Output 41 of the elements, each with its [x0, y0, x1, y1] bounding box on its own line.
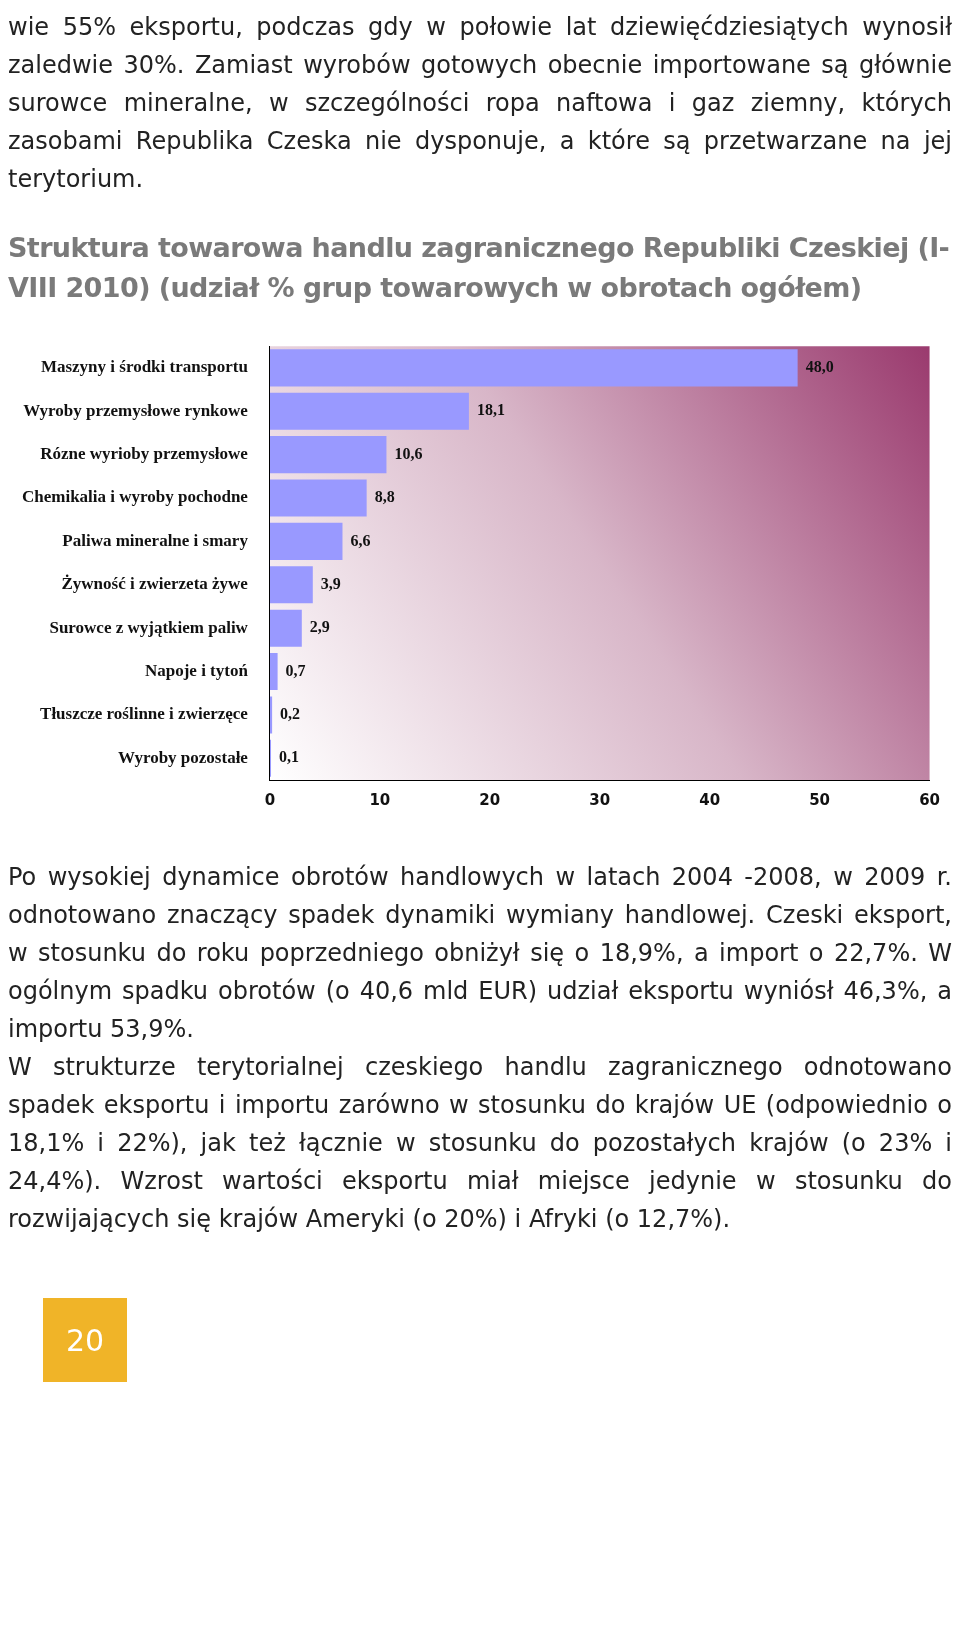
data-label: 0,2: [280, 705, 301, 723]
y-tick-label: Wyroby pozostałe: [118, 747, 249, 767]
x-tick-label: 20: [479, 790, 501, 809]
text: wie 55% eksportu, podczas gdy w połowie lat dziewięćdziesiątych wynosił zaledwie 30%. Zamiast wyrobów gotowych obecnie importowane są głównie surowce mineralne, w szczególności ropa naftowa i gaz ziemny, których zasobami Republika Czeska nie dysponuje, a które są przetwarzane na jej terytorium.: [8, 12, 952, 195]
x-tick-label: 10: [369, 790, 391, 809]
bar: [269, 436, 387, 474]
data-label: 10,6: [394, 444, 423, 462]
y-tick-label: Paliwa mineralne i smary: [62, 530, 249, 550]
bar: [269, 349, 798, 387]
y-tick-label: Napoje i tytoń: [144, 660, 249, 680]
data-label: 3,9: [320, 574, 341, 592]
bar: [269, 479, 367, 517]
x-tick-label: 0: [264, 790, 276, 809]
text: W strukturze terytorialnej czeskiego handlu zagranicznego odnotowano spadek eksportu i importu zarówno w stosunku do krajów UE (odpowiednio o 18,1% i 22%), jak też łącznie w stosunku do pozostałych krajów (o 23% i 24,4%). Wzrost wartości eksportu miał miejsce jedynie w stosunku do rozwijających się krajów Ameryki (o 20%) i Afryki (o 12,7%).: [8, 1052, 952, 1235]
data-label: 18,1: [476, 401, 505, 419]
bar: [269, 566, 313, 604]
text: 20: [43, 1298, 127, 1382]
x-tick-label: 30: [589, 790, 611, 809]
bar: [269, 696, 273, 734]
data-label: 48,0: [805, 358, 834, 376]
y-tick-label: Tłuszcze roślinne i zwierzęce: [40, 704, 249, 724]
bar: [269, 653, 278, 691]
x-tick-label: 60: [919, 790, 940, 809]
data-label: 0,1: [279, 748, 300, 766]
data-label: 0,7: [285, 661, 306, 679]
y-tick-label: Żywność i zwierzeta żywe: [61, 574, 249, 594]
bar: [269, 522, 343, 560]
x-tick-label: 50: [809, 790, 831, 809]
bar: [269, 609, 302, 647]
y-tick-label: Maszyny i środki transportu: [40, 357, 248, 377]
bar: [269, 392, 469, 430]
data-label: 6,6: [350, 531, 371, 549]
data-label: 2,9: [309, 618, 330, 636]
data-label: 8,8: [374, 488, 395, 506]
y-tick-label: Rózne wyrioby przemysłowe: [40, 444, 249, 464]
y-tick-label: Chemikalia i wyroby pochodne: [21, 487, 249, 507]
y-tick-label: Wyroby przemysłowe rynkowe: [23, 400, 249, 420]
x-tick-label: 40: [699, 790, 721, 809]
text: Po wysokiej dynamice obrotów handlowych w latach 2004 -2008, w 2009 r. odnotowano znaczący spadek dynamiki wymiany handlowej. Czeski eksport, w stosunku do roku poprzedniego obniżył się o 18,9%, a import o 22,7%. W ogólnym spadku obrotów (o 40,6 mld EUR) udział eksportu wyniósł 46,3%, a importu 53,9%.: [8, 862, 952, 1045]
chart-title: Struktura towarowa handlu zagranicznego Republiki Czeskiej (I-VIII 2010) (udział % grup towarowych w obrotach ogółem): [8, 231, 951, 305]
y-tick-label: Surowce z wyjątkiem paliw: [49, 617, 249, 637]
